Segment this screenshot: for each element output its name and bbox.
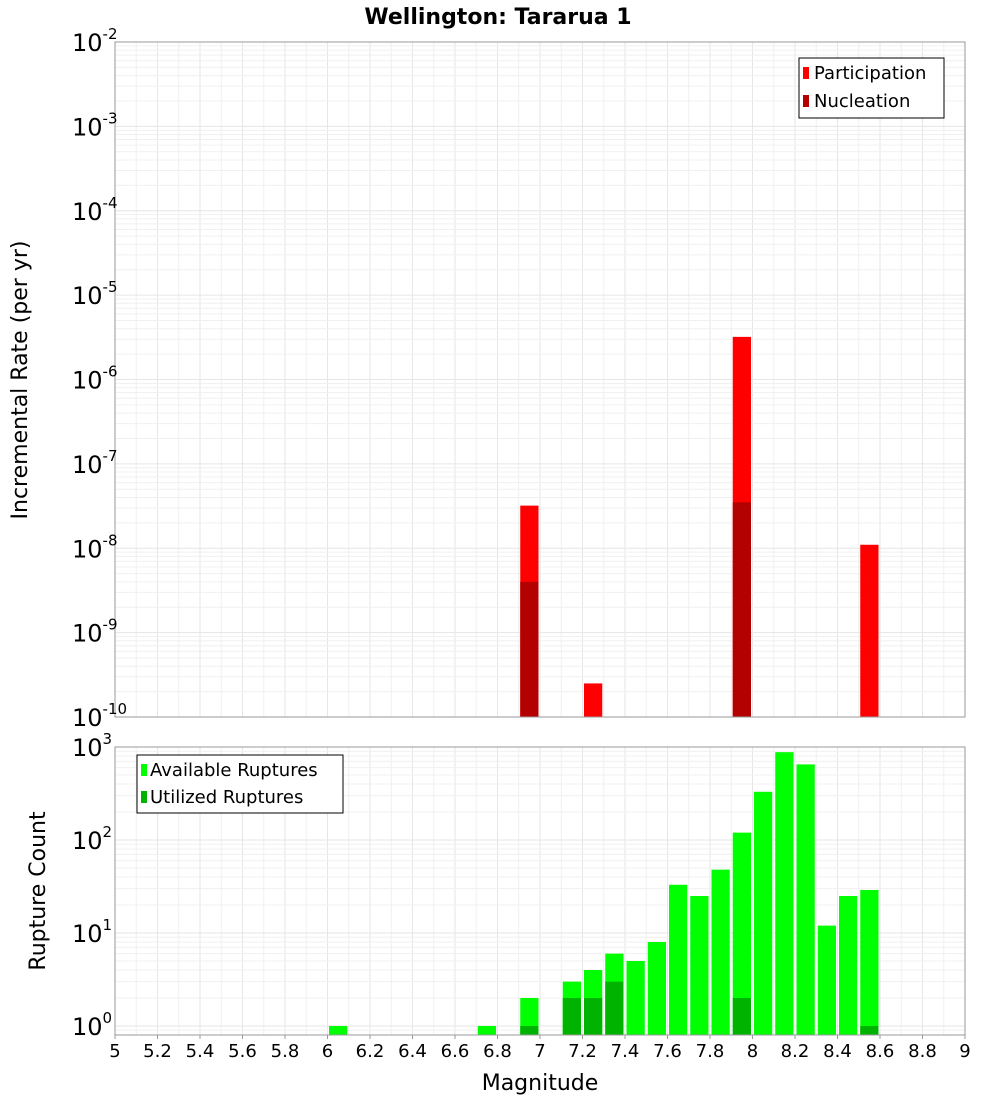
count-y-tick-label: 100	[72, 1009, 112, 1041]
x-tick-label: 7	[534, 1041, 545, 1062]
x-tick-label: 5.6	[228, 1041, 257, 1062]
count-utilized-ruptures-bar	[860, 1025, 879, 1035]
count-available-ruptures-bar	[839, 895, 858, 1035]
count-available-ruptures-bar	[860, 889, 879, 1035]
x-tick-label: 8.8	[908, 1041, 937, 1062]
rate-y-ticks: 10-2 10-3 10-4 10-5 10-6 10-7 10-8 10-9 10-10	[72, 25, 127, 732]
x-tick-label: 7.6	[653, 1041, 682, 1062]
rate-y-tick-label: 10-3	[72, 109, 118, 141]
count-available-ruptures-bar	[520, 997, 539, 1035]
x-tick-label: 5.4	[186, 1041, 215, 1062]
count-available-ruptures-bar	[796, 764, 815, 1035]
count-utilized-ruptures-bar	[605, 981, 624, 1035]
count-available-ruptures-bar	[732, 832, 751, 1035]
rate-y-axis-label: Incremental Rate (per yr)	[8, 241, 33, 520]
rate-y-tick-label: 10-9	[72, 616, 118, 648]
count-panel: 103 102 101 100 5 5.2 5.4 5.6 5.8 6 6.2 6.4 6.6 6.8 7…	[26, 730, 971, 1096]
rate-nucleation-bar	[520, 581, 539, 717]
rate-y-tick-label: 10-7	[72, 447, 118, 479]
chart-title: Wellington: Tararua 1	[364, 5, 631, 30]
count-available-ruptures-bar	[647, 942, 666, 1035]
count-y-tick-label: 102	[72, 823, 112, 855]
count-y-tick-label: 103	[72, 730, 112, 762]
count-available-ruptures-bar	[626, 960, 645, 1035]
count-available-ruptures-bar	[329, 1025, 348, 1035]
rate-legend: Participation Nucleation	[798, 57, 945, 119]
rate-y-tick-label: 10-6	[72, 363, 118, 395]
x-tick-label: 7.8	[696, 1041, 725, 1062]
participation-legend-swatch	[803, 67, 809, 79]
x-tick-label: 6.2	[356, 1041, 385, 1062]
count-available-ruptures-bar	[711, 869, 730, 1035]
available-legend-label: Available Ruptures	[150, 760, 318, 781]
count-x-ticks: 5 5.2 5.4 5.6 5.8 6 6.2 6.4 6.6 6.8 7 7.2 7.4 7.6 7.8 8…	[109, 1035, 971, 1062]
count-legend: Available Ruptures Utilized Ruptures	[136, 754, 344, 814]
rate-y-tick-label: 10-8	[72, 531, 118, 563]
available-legend-swatch	[141, 764, 147, 776]
count-utilized-ruptures-bar	[732, 997, 751, 1035]
utilized-legend-swatch	[141, 791, 147, 803]
count-available-ruptures-bar	[754, 791, 773, 1035]
rate-participation-bar	[584, 683, 603, 717]
count-available-ruptures-bar	[690, 895, 709, 1035]
count-y-tick-label: 101	[72, 916, 112, 948]
rate-y-tick-label: 10-2	[72, 25, 118, 57]
count-available-ruptures-bar	[817, 925, 836, 1035]
rate-panel: 10-2 10-3 10-4 10-5 10-6 10-7 10-8 10-9 10-10 In…	[8, 25, 966, 732]
count-y-axis-label: Rupture Count	[26, 811, 51, 971]
utilized-legend-label: Utilized Ruptures	[150, 787, 303, 808]
x-tick-label: 9	[959, 1041, 970, 1062]
rate-y-tick-label: 10-4	[72, 194, 118, 226]
participation-legend-label: Participation	[814, 63, 926, 84]
x-tick-label: 8	[747, 1041, 758, 1062]
count-utilized-ruptures-bar	[562, 997, 581, 1035]
rate-bars	[520, 336, 879, 717]
count-utilized-ruptures-bar	[584, 997, 603, 1035]
rate-plot-frame	[114, 41, 966, 718]
x-tick-label: 5.2	[143, 1041, 172, 1062]
rate-y-tick-label: 10-5	[72, 278, 118, 310]
count-utilized-ruptures-bar	[520, 1025, 539, 1035]
count-available-ruptures-bar	[775, 752, 794, 1035]
x-axis-label: Magnitude	[482, 1071, 599, 1096]
x-tick-label: 6	[322, 1041, 333, 1062]
rate-nucleation-bar	[732, 502, 751, 717]
count-available-ruptures-bar	[669, 884, 688, 1035]
nucleation-legend-label: Nucleation	[814, 91, 910, 112]
x-tick-label: 7.4	[611, 1041, 640, 1062]
x-tick-label: 6.6	[441, 1041, 470, 1062]
nucleation-legend-swatch	[803, 95, 809, 107]
count-legend-box	[136, 754, 344, 814]
rate-legend-box	[798, 57, 945, 119]
x-tick-label: 8.6	[866, 1041, 895, 1062]
x-tick-label: 8.4	[823, 1041, 852, 1062]
x-tick-label: 5.8	[271, 1041, 300, 1062]
x-tick-label: 5	[109, 1041, 120, 1062]
count-y-ticks: 103 102 101 100	[72, 730, 112, 1041]
rate-participation-bar	[860, 544, 879, 717]
x-tick-label: 6.8	[483, 1041, 512, 1062]
rate-grid	[114, 42, 966, 718]
x-tick-label: 6.4	[398, 1041, 427, 1062]
x-tick-label: 8.2	[781, 1041, 810, 1062]
x-tick-label: 7.2	[568, 1041, 597, 1062]
count-bars	[329, 752, 879, 1035]
count-available-ruptures-bar	[477, 1025, 496, 1035]
rate-y-tick-label: 10-10	[72, 700, 127, 732]
